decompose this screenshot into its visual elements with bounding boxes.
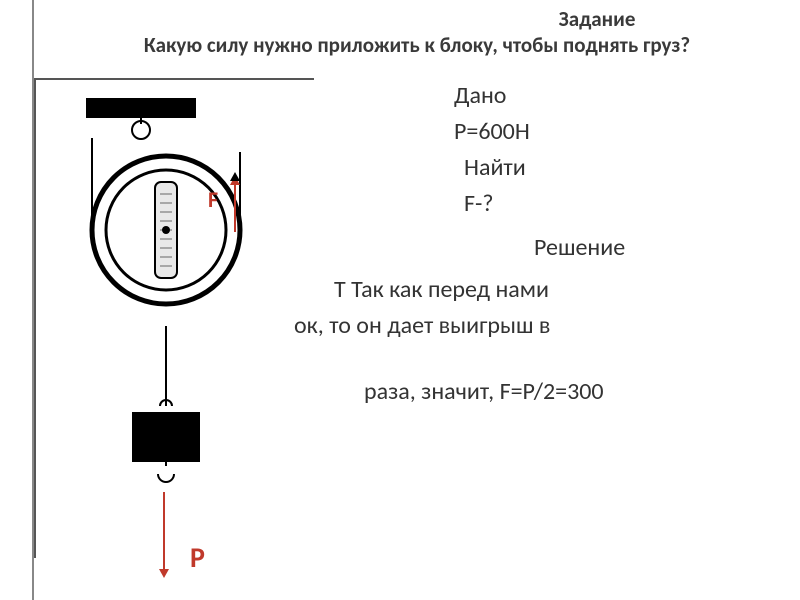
force-f-arrow (234, 184, 236, 232)
question-text: Какую силу нужно приложить к блоку, чтоб… (74, 32, 760, 58)
find-label: Найти (464, 150, 780, 186)
assignment-label: Задание (434, 6, 760, 32)
given-label: Дано (454, 78, 780, 114)
weight-p-label: P (190, 540, 205, 575)
weight-p-arrow (163, 492, 165, 570)
find-f: F-? (464, 186, 780, 222)
slide-header: Задание Какую силу нужно приложить к бло… (34, 0, 800, 68)
slide-frame: Задание Какую силу нужно приложить к бло… (32, 0, 800, 600)
up-triangle-icon (230, 172, 240, 181)
given-p-value: P=600Н (454, 114, 780, 150)
pulley-svg (36, 80, 316, 560)
content-area: Дано P=600Н Найти F-? Решение Т Так как … (34, 68, 800, 558)
solution-line-2: ок, то он дает выигрыш в (294, 308, 780, 344)
pulley-diagram (34, 78, 314, 558)
solution-line-1: Т Так как перед нами (334, 272, 780, 308)
force-f-label: F (208, 186, 218, 213)
solution-line-3: раза, значит, F=P/2=300 (364, 374, 780, 410)
solution-text-area: Дано P=600Н Найти F-? Решение Т Так как … (334, 68, 780, 410)
solution-label: Решение (534, 230, 780, 266)
